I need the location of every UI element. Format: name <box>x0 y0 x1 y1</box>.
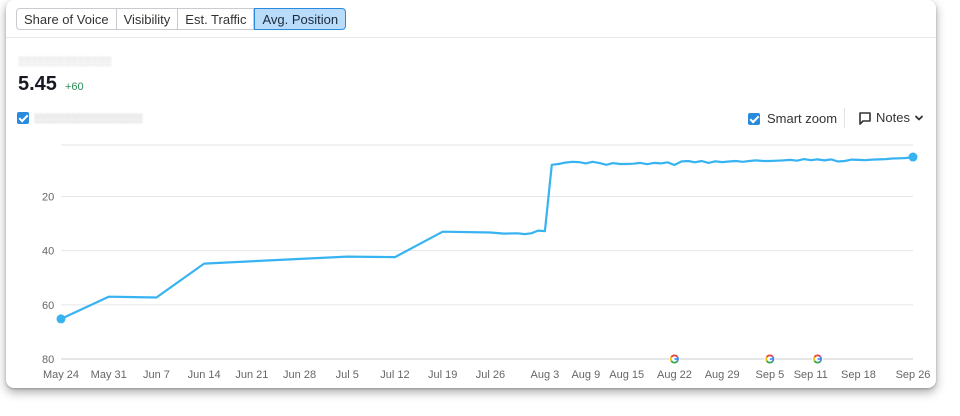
tab-share-of-voice[interactable]: Share of Voice <box>16 8 117 30</box>
x-tick-label: Aug 3 <box>531 369 560 381</box>
metric-summary: 5.45 +60 <box>18 73 84 96</box>
y-tick-label: 80 <box>42 354 54 366</box>
domain-label: ░░░░░░░░░░░░░░ <box>18 56 112 66</box>
series-end-point <box>908 152 918 162</box>
google-update-icon[interactable] <box>668 353 680 365</box>
tab-avg-position[interactable]: Avg. Position <box>254 8 347 30</box>
series-start-point <box>56 314 66 324</box>
checkbox-checked-icon[interactable] <box>17 112 29 124</box>
x-tick-label: Jun 7 <box>143 369 170 381</box>
metric-tabs: Share of Voice Visibility Est. Traffic A… <box>16 8 347 30</box>
metric-delta: +60 <box>64 81 84 93</box>
y-tick-label: 20 <box>42 191 54 203</box>
x-tick-label: Aug 29 <box>705 369 740 381</box>
notes-label: Notes <box>876 110 910 125</box>
google-update-icon[interactable] <box>764 353 776 365</box>
x-tick-label: Jun 21 <box>235 369 268 381</box>
x-tick-label: Jun 28 <box>283 369 316 381</box>
x-tick-label: Sep 26 <box>896 369 931 381</box>
x-tick-label: Jul 12 <box>380 369 409 381</box>
smart-zoom-label: Smart zoom <box>767 111 838 126</box>
x-tick-label: Aug 22 <box>657 369 692 381</box>
notes-dropdown[interactable]: Notes <box>858 110 928 125</box>
y-tick-label: 60 <box>42 300 54 312</box>
x-tick-label: Aug 9 <box>571 369 600 381</box>
controls-separator <box>844 108 845 128</box>
x-tick-label: Jul 19 <box>428 369 457 381</box>
x-tick-label: May 24 <box>43 369 79 381</box>
metric-value: 5.45 <box>18 73 57 95</box>
header-divider <box>6 37 936 38</box>
tab-visibility[interactable]: Visibility <box>116 8 179 30</box>
x-tick-label: May 31 <box>91 369 127 381</box>
tab-est-traffic[interactable]: Est. Traffic <box>178 8 255 30</box>
x-tick-label: Sep 18 <box>841 369 876 381</box>
notes-icon <box>859 111 871 125</box>
x-tick-label: Aug 15 <box>609 369 644 381</box>
smart-zoom-toggle[interactable]: Smart zoom <box>748 111 837 126</box>
checkbox-checked-icon[interactable] <box>748 112 760 125</box>
x-tick-label: Jul 5 <box>336 369 359 381</box>
series-toggle[interactable]: ░░░░░░░░░░░░░░░░░ <box>17 112 142 124</box>
position-chart-card: Share of Voice Visibility Est. Traffic A… <box>6 0 936 388</box>
x-tick-label: Jul 26 <box>476 369 505 381</box>
position-chart: 20 40 60 80 May 24 May 31 Jun 7 Jun 14 Jun 21 Jun… <box>42 144 931 381</box>
y-tick-label: 40 <box>42 246 54 258</box>
series-label: ░░░░░░░░░░░░░░░░░ <box>34 113 143 123</box>
x-tick-label: Jun 14 <box>188 369 221 381</box>
chevron-down-icon <box>915 115 923 120</box>
x-tick-label: Sep 5 <box>755 369 784 381</box>
google-update-icon[interactable] <box>812 353 824 365</box>
series-line <box>59 156 915 320</box>
x-tick-label: Sep 11 <box>794 369 828 381</box>
